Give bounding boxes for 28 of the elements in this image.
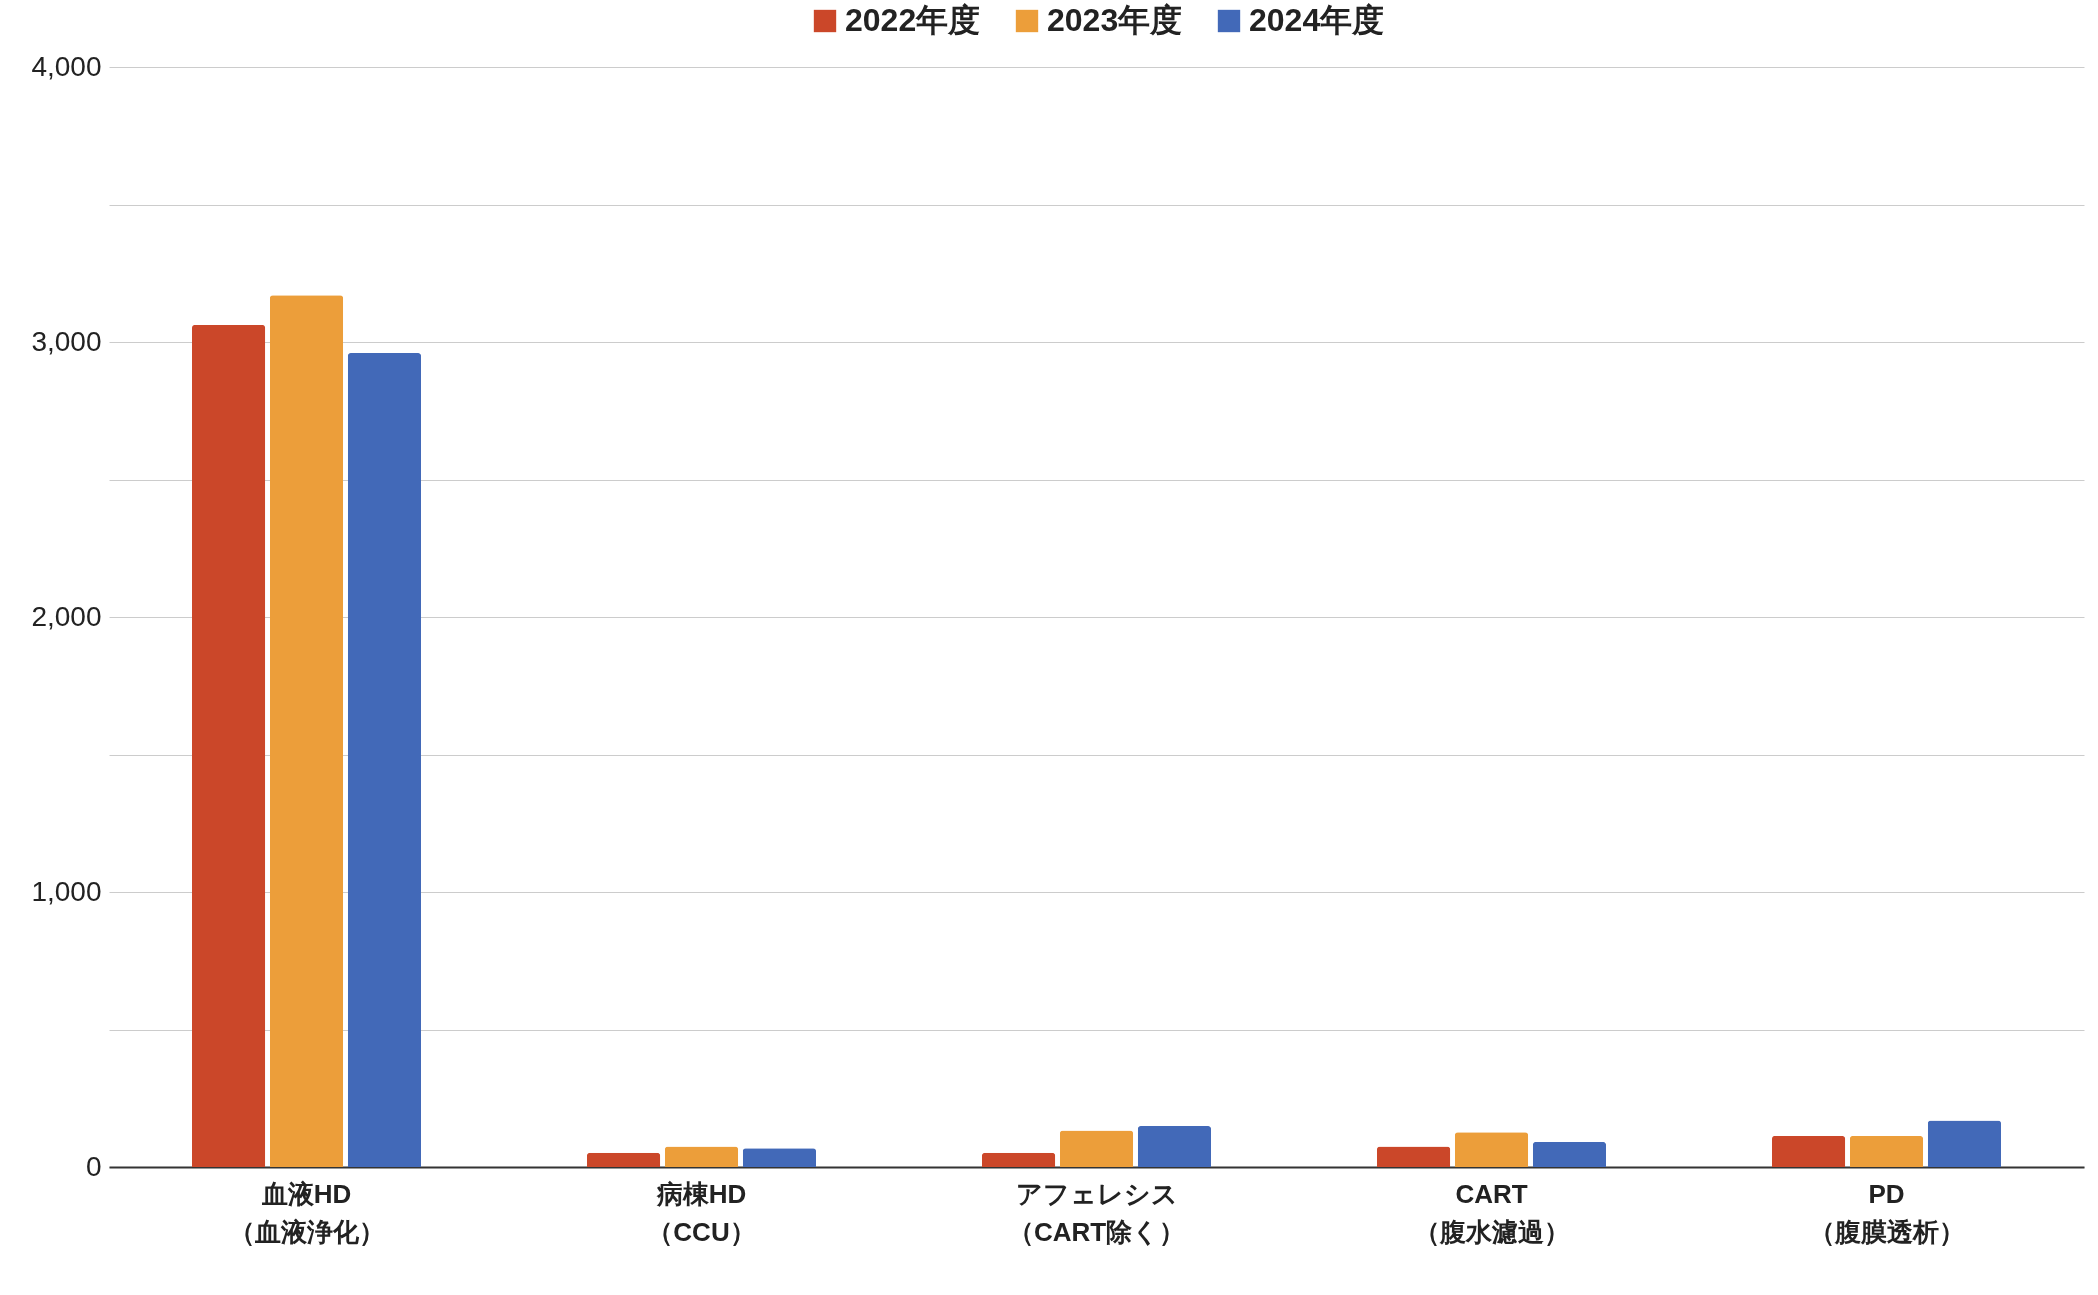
- bar: [347, 353, 422, 1167]
- bar: [1376, 1146, 1451, 1167]
- y-tick-label: 4,000: [31, 50, 102, 82]
- x-tick-label: アフェレシス（CART除く）: [1007, 1178, 1186, 1247]
- bar: [1849, 1135, 1924, 1167]
- y-tick-label: 1,000: [31, 875, 102, 907]
- bar: [1927, 1120, 2002, 1167]
- bar: [664, 1146, 739, 1167]
- y-tick-label: 2,000: [31, 600, 102, 632]
- legend-label: 2024年度: [1249, 2, 1385, 38]
- y-tick-label: 3,000: [31, 325, 102, 357]
- x-tick-label: 血液HD（血液浄化）: [228, 1178, 385, 1247]
- bar: [586, 1152, 661, 1167]
- bar: [1059, 1130, 1134, 1167]
- x-tick-label: CART（腹水濾過）: [1413, 1178, 1570, 1247]
- bar: [1137, 1126, 1212, 1167]
- bar: [269, 295, 344, 1167]
- x-tick-label: 病棟HD（CCU）: [647, 1178, 756, 1247]
- bar: [1532, 1141, 1607, 1167]
- bar: [981, 1152, 1056, 1167]
- legend-label: 2022年度: [845, 2, 981, 38]
- bar: [1454, 1132, 1529, 1167]
- x-tick-label: PD（腹膜透析）: [1808, 1178, 1965, 1247]
- bar: [191, 324, 266, 1167]
- legend-label: 2023年度: [1047, 2, 1183, 38]
- y-tick-label: 0: [85, 1150, 102, 1182]
- bar: [1771, 1135, 1846, 1167]
- bar: [742, 1148, 817, 1167]
